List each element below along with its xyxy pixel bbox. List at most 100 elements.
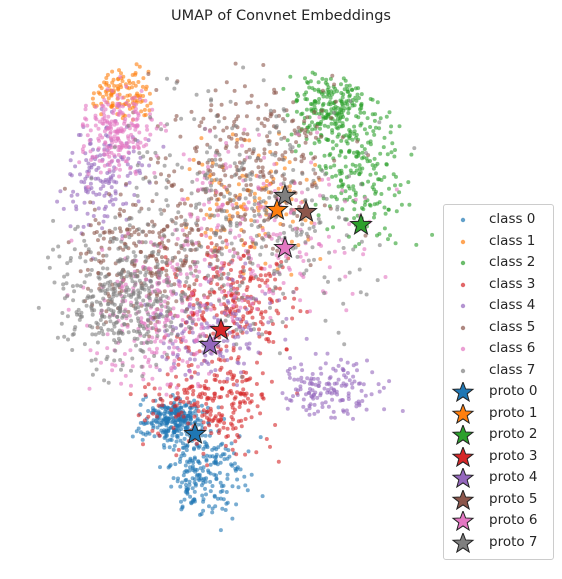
point-class-0 (230, 516, 235, 521)
point-class-3 (258, 320, 263, 324)
point-class-3 (257, 327, 261, 332)
series-class-7 (36, 65, 417, 385)
point-class-7 (78, 314, 83, 319)
point-class-6 (220, 202, 225, 207)
point-class-6 (196, 187, 201, 192)
point-class-3 (233, 426, 238, 431)
point-class-5 (179, 223, 184, 228)
point-class-6 (141, 377, 146, 382)
point-class-7 (222, 295, 227, 300)
point-class-2 (347, 128, 352, 132)
point-class-7 (140, 374, 145, 379)
point-class-7 (205, 150, 209, 155)
point-class-7 (228, 260, 233, 264)
point-class-6 (180, 318, 185, 322)
point-class-6 (125, 231, 130, 236)
point-class-4 (221, 339, 226, 344)
legend-label: class 6 (489, 340, 536, 356)
point-class-7 (291, 290, 296, 294)
point-class-4 (365, 358, 369, 363)
point-class-5 (139, 206, 144, 211)
point-class-4 (189, 351, 194, 356)
point-class-3 (192, 288, 197, 293)
point-class-7 (261, 237, 266, 242)
point-class-7 (187, 325, 191, 329)
point-class-2 (372, 132, 377, 137)
point-class-7 (234, 224, 239, 228)
point-class-3 (146, 382, 151, 387)
point-class-4 (209, 351, 214, 356)
point-class-3 (235, 390, 240, 395)
point-class-3 (230, 405, 235, 410)
point-class-6 (181, 335, 186, 340)
point-class-4 (206, 362, 211, 366)
point-class-7 (262, 208, 267, 213)
point-class-1 (210, 161, 215, 165)
point-class-0 (217, 470, 222, 475)
point-class-1 (200, 162, 205, 167)
point-class-0 (221, 483, 226, 488)
point-class-6 (160, 236, 165, 241)
point-class-5 (133, 203, 138, 207)
point-class-0 (229, 441, 234, 446)
point-class-4 (341, 368, 346, 373)
point-class-6 (159, 308, 164, 313)
point-class-7 (358, 290, 363, 295)
point-class-7 (105, 302, 110, 307)
point-class-3 (283, 324, 288, 329)
point-class-6 (248, 235, 253, 240)
point-class-7 (237, 283, 242, 288)
point-class-1 (235, 211, 240, 216)
point-class-7 (66, 337, 70, 342)
point-class-3 (254, 450, 259, 455)
point-class-7 (174, 273, 179, 278)
point-class-7 (88, 295, 93, 300)
point-class-6 (233, 294, 238, 299)
point-class-4 (247, 341, 252, 346)
point-class-7 (146, 286, 151, 291)
point-class-0 (180, 441, 185, 446)
point-class-7 (174, 80, 179, 85)
point-class-3 (156, 431, 161, 436)
point-class-6 (274, 233, 279, 237)
point-class-6 (102, 113, 107, 118)
point-class-7 (230, 126, 235, 131)
point-class-4 (125, 162, 130, 167)
point-class-6 (100, 103, 105, 108)
point-class-5 (210, 164, 215, 169)
point-class-6 (294, 198, 299, 203)
point-class-7 (242, 268, 246, 273)
point-class-2 (331, 225, 335, 230)
point-class-7 (336, 215, 341, 220)
point-class-1 (187, 167, 192, 172)
point-class-2 (360, 156, 365, 161)
prototype-marker-6 (273, 235, 297, 259)
point-class-7 (160, 314, 165, 319)
point-class-7 (105, 266, 110, 271)
point-class-5 (261, 63, 266, 67)
point-class-7 (46, 255, 50, 260)
point-class-7 (214, 150, 218, 155)
point-class-6 (204, 277, 208, 282)
point-class-6 (147, 347, 152, 352)
point-class-4 (351, 416, 355, 421)
legend-label: proto 1 (489, 404, 538, 421)
point-class-6 (202, 202, 207, 207)
point-class-6 (131, 117, 136, 122)
point-class-7 (294, 233, 299, 238)
point-class-5 (199, 120, 204, 125)
point-class-7 (209, 183, 213, 188)
point-class-1 (121, 74, 126, 79)
point-class-7 (114, 293, 119, 298)
point-class-0 (234, 502, 239, 507)
point-class-2 (316, 100, 321, 105)
point-class-2 (362, 202, 367, 207)
point-class-3 (291, 305, 295, 310)
point-class-4 (110, 197, 115, 202)
point-class-7 (148, 279, 153, 284)
point-class-6 (214, 190, 219, 194)
point-class-6 (343, 274, 348, 279)
point-class-0 (130, 434, 135, 439)
point-class-6 (148, 132, 153, 137)
legend-item-proto-1: proto 1 (444, 403, 553, 425)
